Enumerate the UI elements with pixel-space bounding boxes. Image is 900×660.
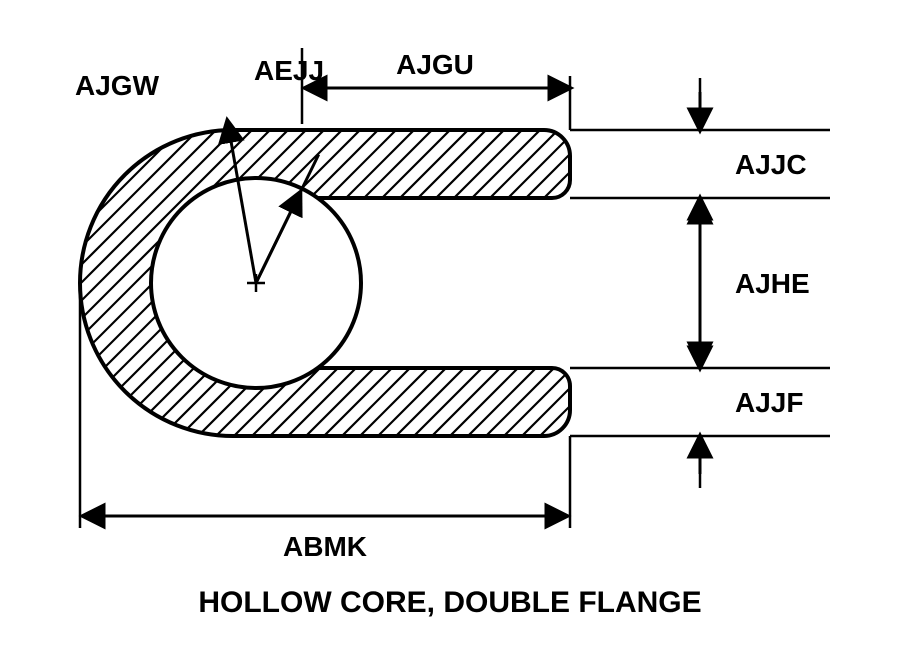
label-ajjc: AJJC <box>735 149 807 180</box>
diagram-svg: AJGW AEJJ AJGU AJJC AJHE AJJF ABMK <box>0 0 900 660</box>
label-ajgw: AJGW <box>75 70 160 101</box>
label-ajjf: AJJF <box>735 387 803 418</box>
diagram-canvas: AJGW AEJJ AJGU AJJC AJHE AJJF ABMK HOLLOW CORE… <box>0 0 900 660</box>
label-aejj: AEJJ <box>254 55 324 86</box>
label-ajgu: AJGU <box>396 49 474 80</box>
diagram-title: HOLLOW CORE, DOUBLE FLANGE <box>0 586 900 620</box>
label-abmk: ABMK <box>283 531 367 562</box>
label-ajhe: AJHE <box>735 268 810 299</box>
